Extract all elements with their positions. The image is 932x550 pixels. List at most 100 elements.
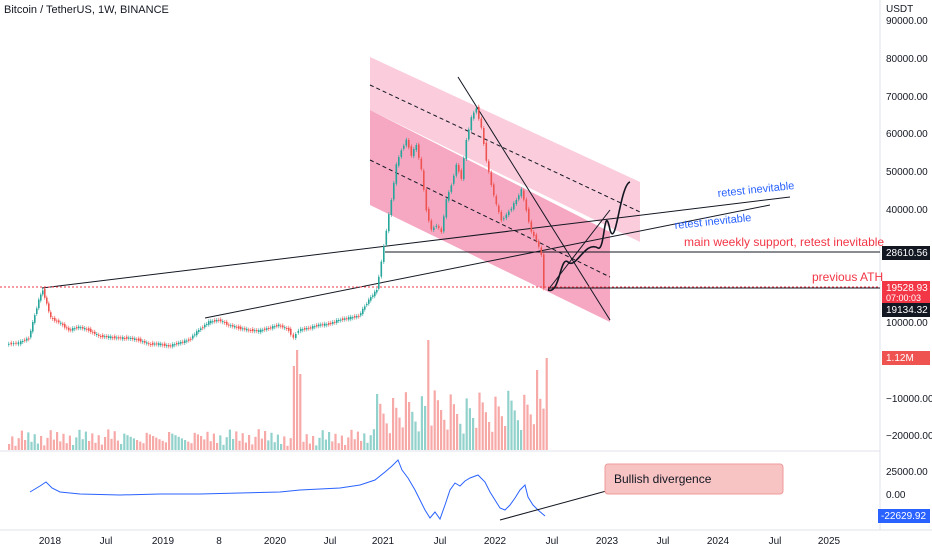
candle-body	[388, 214, 390, 232]
candle-body	[374, 291, 376, 297]
candle-body	[395, 164, 398, 184]
candle-body	[44, 288, 46, 298]
candle-body	[204, 324, 206, 328]
volume-bar	[40, 436, 43, 450]
volume-bar	[216, 443, 219, 450]
candle-body	[58, 320, 60, 323]
candle-body	[518, 195, 520, 200]
volume-bar	[148, 434, 151, 450]
candle-body	[326, 324, 328, 326]
symbol-title[interactable]: Bitcoin / TetherUS, 1W, BINANCE	[4, 4, 169, 16]
volume-bar	[468, 408, 471, 450]
volume-bar	[484, 412, 487, 450]
candle-body	[330, 322, 332, 324]
volume-bar	[436, 400, 439, 450]
candle-body	[236, 326, 238, 328]
candle-body	[543, 254, 545, 289]
volume-bar	[420, 396, 423, 450]
volume-bar	[56, 432, 59, 450]
volume-bar	[27, 432, 30, 450]
oscillator-axis[interactable]: 25000.00 0.00	[886, 467, 928, 501]
candle-body	[100, 336, 102, 337]
candle-body	[284, 327, 286, 329]
candle-body	[246, 328, 248, 331]
bullish-divergence-label: Bullish divergence	[614, 472, 712, 486]
candle-body	[410, 146, 413, 156]
candle-body	[222, 321, 224, 323]
time-axis[interactable]: 2018 Jul 2019 8 2020 Jul 2021 Jul 2022 Jul 2023 Jul…	[39, 536, 841, 547]
volume-bar	[516, 420, 519, 450]
candle-body	[242, 328, 244, 330]
time-label: 2025	[818, 536, 841, 547]
volume-bar	[491, 431, 494, 450]
candle-body	[520, 189, 523, 197]
price-tag-label: 28610.56	[886, 248, 928, 259]
volume-axis[interactable]: −10000.00 −20000.00	[886, 394, 932, 442]
volume-bars	[8, 340, 548, 450]
candle-body	[292, 334, 295, 338]
candle-body	[168, 345, 170, 347]
candle-body	[304, 328, 306, 330]
time-label: 2023	[596, 536, 619, 547]
previous-ath-label[interactable]: previous ATH	[812, 270, 883, 284]
candle-body	[336, 320, 338, 323]
volume-tag	[882, 351, 930, 365]
candle-body	[538, 241, 540, 247]
candle-body	[62, 323, 64, 326]
upper-channel-band[interactable]	[370, 57, 640, 242]
candle-body	[314, 326, 316, 328]
candle-body	[82, 327, 84, 329]
candle-body	[513, 203, 515, 210]
price-axis[interactable]: 90000.00 80000.00 70000.00 60000.00 50000.00…	[886, 16, 928, 329]
divergence-line[interactable]	[499, 489, 611, 521]
volume-bar	[459, 423, 462, 450]
trendline-long[interactable]	[41, 196, 791, 289]
volume-bar	[340, 435, 343, 450]
volume-bar	[334, 433, 337, 450]
volume-bar	[408, 402, 411, 450]
oscillator-tick: 25000.00	[886, 467, 928, 478]
candle-body	[150, 344, 152, 345]
volume-bar	[443, 419, 446, 450]
candle-body	[280, 325, 282, 327]
candle-body	[408, 140, 410, 148]
candle-body	[316, 325, 318, 327]
time-label: Jul	[100, 536, 113, 547]
projected-path[interactable]	[547, 181, 631, 291]
trendline-descending[interactable]	[457, 76, 611, 321]
volume-bar	[382, 413, 385, 450]
volume-bar	[337, 443, 340, 450]
candle-body	[198, 330, 200, 332]
volume-bar	[155, 437, 158, 450]
retest-label-1[interactable]: retest inevitable	[717, 180, 795, 200]
candle-body	[38, 299, 40, 309]
candle-body	[306, 328, 308, 330]
volume-bar	[136, 440, 139, 450]
volume-bar	[228, 429, 231, 450]
oscillator-tag	[878, 509, 930, 523]
candle-body	[485, 142, 488, 161]
candle-body	[132, 337, 134, 340]
volume-bar	[500, 416, 503, 450]
candle-body	[445, 199, 448, 218]
candle-body	[54, 317, 56, 321]
candle-body	[528, 208, 530, 222]
retest-label-2[interactable]: retest inevitable	[674, 212, 752, 232]
candle-body	[530, 221, 533, 232]
price-tick: 50000.00	[886, 167, 928, 178]
trendline-rising[interactable]	[204, 204, 771, 319]
volume-bar	[129, 436, 132, 450]
candle-body	[358, 315, 360, 317]
bullish-divergence-callout[interactable]: Bullish divergence	[604, 463, 784, 495]
candle-body	[523, 190, 525, 200]
volume-bar	[145, 432, 148, 450]
candle-body	[533, 232, 535, 236]
volume-bar	[440, 410, 443, 450]
candle-body	[102, 335, 104, 338]
volume-bar	[267, 440, 270, 450]
support-label[interactable]: main weekly support, retest inevitable	[684, 235, 884, 249]
candle-body	[266, 328, 268, 330]
candle-body	[138, 338, 140, 341]
lower-channel-band[interactable]	[370, 110, 610, 322]
